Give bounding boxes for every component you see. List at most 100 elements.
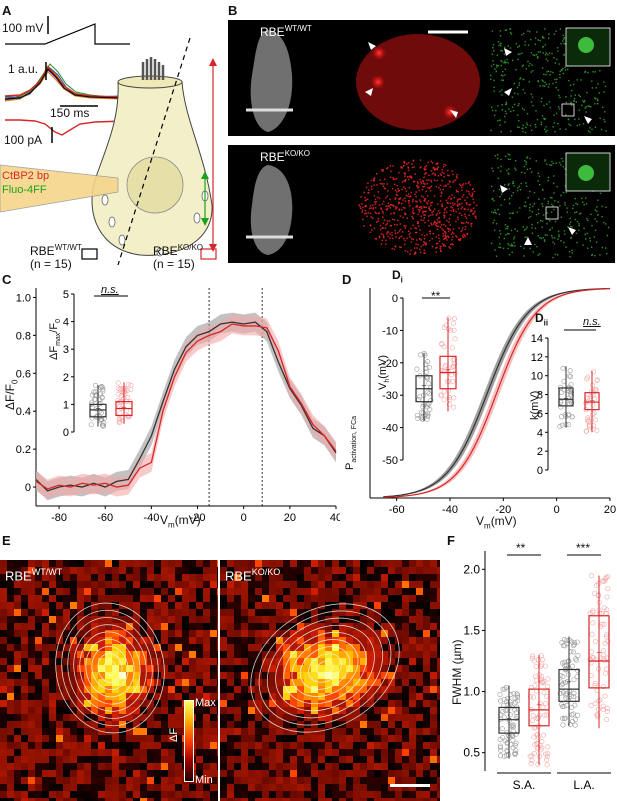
cbar-max: Max [195, 697, 216, 709]
panel-label-a: A [2, 3, 12, 18]
c-ytick-label: 0.2 [16, 444, 31, 456]
dii-ytick-label: 4 [537, 427, 543, 439]
d-series-line [383, 288, 611, 498]
f-box-ko: + [587, 573, 611, 729]
d-xtick-label: -60 [389, 504, 405, 516]
heatmap-ko: RBEKO/KO [220, 560, 440, 801]
c-inset-box-ko: + [115, 380, 134, 426]
ko-red-channel [358, 159, 478, 255]
c-xlabel: Vm(mV) [160, 513, 201, 530]
current-scale-label: 100 pA [4, 133, 43, 147]
c-xtick-label: -80 [51, 512, 67, 524]
dye-ctbp2-label: CtBP2 bp [2, 170, 50, 182]
svg-text:+: + [421, 380, 426, 390]
legend-wt-label: RBEWT/WT [30, 243, 82, 258]
wt-cell-brightfield [250, 30, 293, 132]
c-ytick-label: 0.8 [16, 330, 31, 342]
f-ytick-label: 2.0 [463, 562, 480, 576]
dii-ylabel: k(mV) [529, 390, 541, 420]
c-xtick-label: -60 [97, 512, 113, 524]
c-xtick-label: 0 [241, 512, 247, 524]
wt-arrowheads [365, 42, 458, 118]
c-inset-ytick-label: 5 [63, 289, 69, 301]
di-ylabel: Vh(mV) [377, 354, 392, 390]
di-ytick-label: -30 [382, 390, 398, 402]
di-ytick-label: 0 [392, 293, 398, 305]
c-inset-ytick-label: 1 [63, 399, 69, 411]
legend-wt-n: (n = 15) [30, 257, 72, 271]
f-box-ko: + [527, 653, 551, 768]
svg-text:+: + [536, 700, 541, 710]
cbar-min: Min [195, 774, 213, 786]
panel-label-c: C [2, 272, 12, 287]
dii-box-ko: + [583, 369, 600, 434]
dii-ytick-label: 10 [531, 371, 543, 383]
f-category-label: L.A. [573, 778, 594, 792]
time-scale-label: 150 ms [50, 106, 90, 120]
colorbar [184, 700, 194, 782]
dye-fluo-label: Fluo-4FF [2, 184, 47, 196]
c-xtick-label: 40 [330, 512, 340, 524]
dii-sig: n.s. [583, 316, 601, 328]
panel-label-dii: Dii [535, 311, 549, 328]
di-sig: ** [431, 289, 441, 303]
contour-ellipses [55, 602, 165, 734]
svg-text:+: + [121, 403, 126, 413]
legend-ko-box [200, 248, 217, 260]
svg-text:+: + [566, 677, 571, 687]
d-xtick-label: 0 [554, 504, 560, 516]
dii-ytick-label: 6 [537, 408, 543, 420]
panel-d-chart: -60 -40 -20 0 20 -50 -40 -30 -20 -10 0 + +0 2 4 6 8 10 12 1… [369, 287, 616, 516]
c-series-band [36, 312, 336, 501]
b-top-label: RBEWT/WT [260, 24, 312, 39]
f-sig-la: *** [576, 541, 591, 555]
voltage-protocol-trace [5, 23, 130, 45]
legend-wt-box [81, 248, 98, 260]
f-sig-sa: ** [516, 541, 526, 555]
c-ytick-label: 0.4 [16, 406, 31, 418]
d-xlabel: Vm(mV) [476, 514, 517, 531]
panel-a-diagram [0, 16, 217, 266]
panel-label-e: E [2, 533, 11, 548]
di-ytick-label: -20 [382, 358, 398, 370]
dii-ytick-label: 14 [531, 333, 543, 345]
fluorescence-traces [4, 63, 121, 102]
legend-ko-n: (n = 15) [153, 257, 195, 271]
c-inset-ytick-label: 0 [63, 427, 69, 439]
dii-ytick-label: 0 [537, 465, 543, 477]
b-bottom-label: RBEKO/KO [260, 149, 311, 164]
contour-ellipses [250, 603, 400, 733]
c-ytick-label: 0.6 [16, 368, 31, 380]
d-xtick-label: 20 [604, 504, 616, 516]
fluor-scale-label: 1 a.u. [8, 62, 39, 76]
di-ytick-label: -40 [382, 423, 398, 435]
f-ytick-label: 1.5 [463, 623, 480, 637]
voltage-scale-label: 100 mV [2, 21, 44, 35]
di-ytick-label: -50 [382, 455, 398, 467]
svg-text:+: + [506, 713, 511, 723]
legend-ko-label: RBEKO/KO [153, 243, 204, 258]
c-xtick-label: 20 [284, 512, 296, 524]
c-inset-ytick-label: 3 [63, 344, 69, 356]
f-ylabel: FWHM (µm) [450, 639, 464, 705]
panel-b-top-images: RBEWT/WT [228, 20, 615, 136]
f-ytick-label: 0.5 [463, 746, 480, 760]
di-box-wt: + [414, 350, 434, 422]
heatmap-wt: RBEWT/WT [0, 560, 218, 801]
panel-label-b: B [228, 3, 238, 18]
c-series-line [35, 321, 337, 492]
svg-text:+: + [95, 404, 100, 414]
d-ylabel: Pactivation, FCa [344, 415, 359, 470]
dii-ytick-label: 12 [531, 352, 543, 364]
e-left-label: RBEWT/WT [5, 567, 63, 584]
scale-bar-e [390, 784, 430, 787]
panel-b-bottom-images: RBEKO/KO [228, 145, 615, 263]
dii-box-wt: + [557, 365, 575, 429]
c-inset-ytick-label: 4 [63, 317, 69, 329]
svg-text:+: + [596, 647, 601, 657]
c-inset-box-wt: + [88, 382, 107, 429]
panel-label-di: Di [392, 268, 403, 285]
di-box-ko: + [438, 315, 458, 412]
dii-ytick-label: 2 [537, 446, 543, 458]
d-xtick-label: -40 [442, 504, 458, 516]
